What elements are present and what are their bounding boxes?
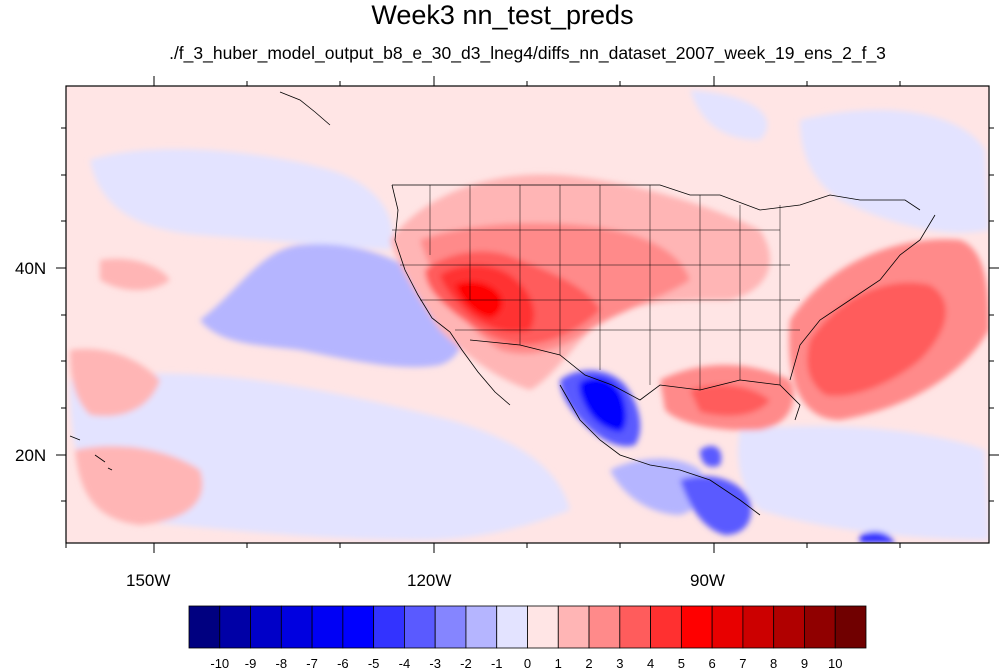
- colorbar: [188, 605, 867, 649]
- colorbar-box: [680, 605, 713, 649]
- anomaly-field: [66, 86, 989, 543]
- colorbar-box: [280, 605, 313, 649]
- colorbar-box: [342, 605, 375, 649]
- colorbar-box: [311, 605, 344, 649]
- state-borders: [392, 185, 800, 390]
- us-mexico-border-gulf: [469, 339, 801, 421]
- colorbar-label: 0: [523, 656, 532, 671]
- colorbar-box: [527, 605, 559, 649]
- colorbar-label: -7: [306, 656, 318, 671]
- colorbar-box: [834, 605, 867, 649]
- blue-region-central-america: [610, 458, 704, 515]
- colorbar-label: 6: [708, 656, 716, 671]
- pink-region-small: [100, 258, 170, 291]
- colorbar-label: -1: [490, 656, 503, 671]
- colorbar-label: 5: [677, 656, 685, 671]
- colorbar-label: -8: [275, 656, 288, 671]
- light-blue-region-atlantic-north: [800, 110, 989, 233]
- map-title: Week3 nn_test_preds: [371, 0, 634, 30]
- y-tick-label-40n: 40N: [15, 259, 47, 278]
- x-tick-label-120w: 120W: [407, 571, 452, 590]
- colorbar-label: -2: [460, 656, 472, 671]
- colorbar-box: [465, 605, 498, 649]
- colorbar-label: -4: [398, 656, 411, 671]
- colorbar-label: 4: [646, 656, 655, 671]
- coastline-mexico: [559, 384, 761, 516]
- colorbar-label: -6: [337, 656, 349, 671]
- x-tick-label-150w: 150W: [126, 571, 171, 590]
- colorbar-box: [219, 605, 251, 649]
- colorbar-box: [496, 605, 528, 649]
- colorbar-box: [650, 605, 682, 649]
- light-blue-region-north-pacific: [90, 149, 393, 250]
- colorbar-box: [557, 605, 590, 649]
- colorbar-label: 7: [739, 656, 747, 671]
- colorbar-label: -3: [429, 656, 441, 671]
- state-lines-horizontal: [392, 229, 800, 331]
- pink-region-west: [70, 349, 160, 417]
- y-axis-ticks: [56, 127, 999, 502]
- colorbar-label: 10: [827, 656, 843, 671]
- colorbar-box: [250, 605, 282, 649]
- blue-region-central-america-core: [680, 476, 752, 535]
- x-axis-ticks: [65, 76, 901, 553]
- red-region-gulf: [690, 384, 770, 416]
- colorbar-box: [588, 605, 621, 649]
- colorbar-label: 1: [554, 656, 562, 671]
- light-blue-region-caribbean: [738, 426, 989, 540]
- colorbar-box: [773, 605, 805, 649]
- colorbar-box: [404, 605, 436, 649]
- colorbar-box: [434, 605, 467, 649]
- colorbar-label: 8: [770, 656, 778, 671]
- colorbar-box: [742, 605, 775, 649]
- pink-region-southwest: [75, 446, 203, 525]
- colorbar-box: [619, 605, 651, 649]
- blue-region-small-a: [700, 445, 722, 467]
- map-subtitle: ./f_3_huber_model_output_b8_e_30_d3_lneg…: [169, 43, 886, 63]
- coastline-alaska: [279, 91, 331, 126]
- colorbar-label: 2: [585, 656, 593, 671]
- colorbar-label: 3: [616, 656, 624, 671]
- colorbar-label: -9: [244, 656, 257, 671]
- coastline-hawaii: [69, 435, 113, 471]
- colorbar-label: -10: [210, 656, 230, 671]
- y-tick-label-20n: 20N: [15, 446, 47, 465]
- colorbar-box: [711, 605, 744, 649]
- colorbar-box: [188, 605, 221, 649]
- colorbar-box: [804, 605, 836, 649]
- blue-region-pacific: [200, 244, 463, 368]
- coastline-atlantic-us: [789, 214, 936, 381]
- x-tick-label-90w: 90W: [690, 571, 725, 590]
- blue-region-small-b: [860, 531, 895, 543]
- colorbar-label: 9: [800, 656, 809, 671]
- deep-blue-region-mexico: [579, 377, 627, 432]
- colorbar-box: [373, 605, 405, 649]
- light-blue-region-canada: [690, 90, 768, 140]
- red-region-atlantic: [807, 282, 947, 396]
- colorbar-label: -5: [367, 656, 380, 671]
